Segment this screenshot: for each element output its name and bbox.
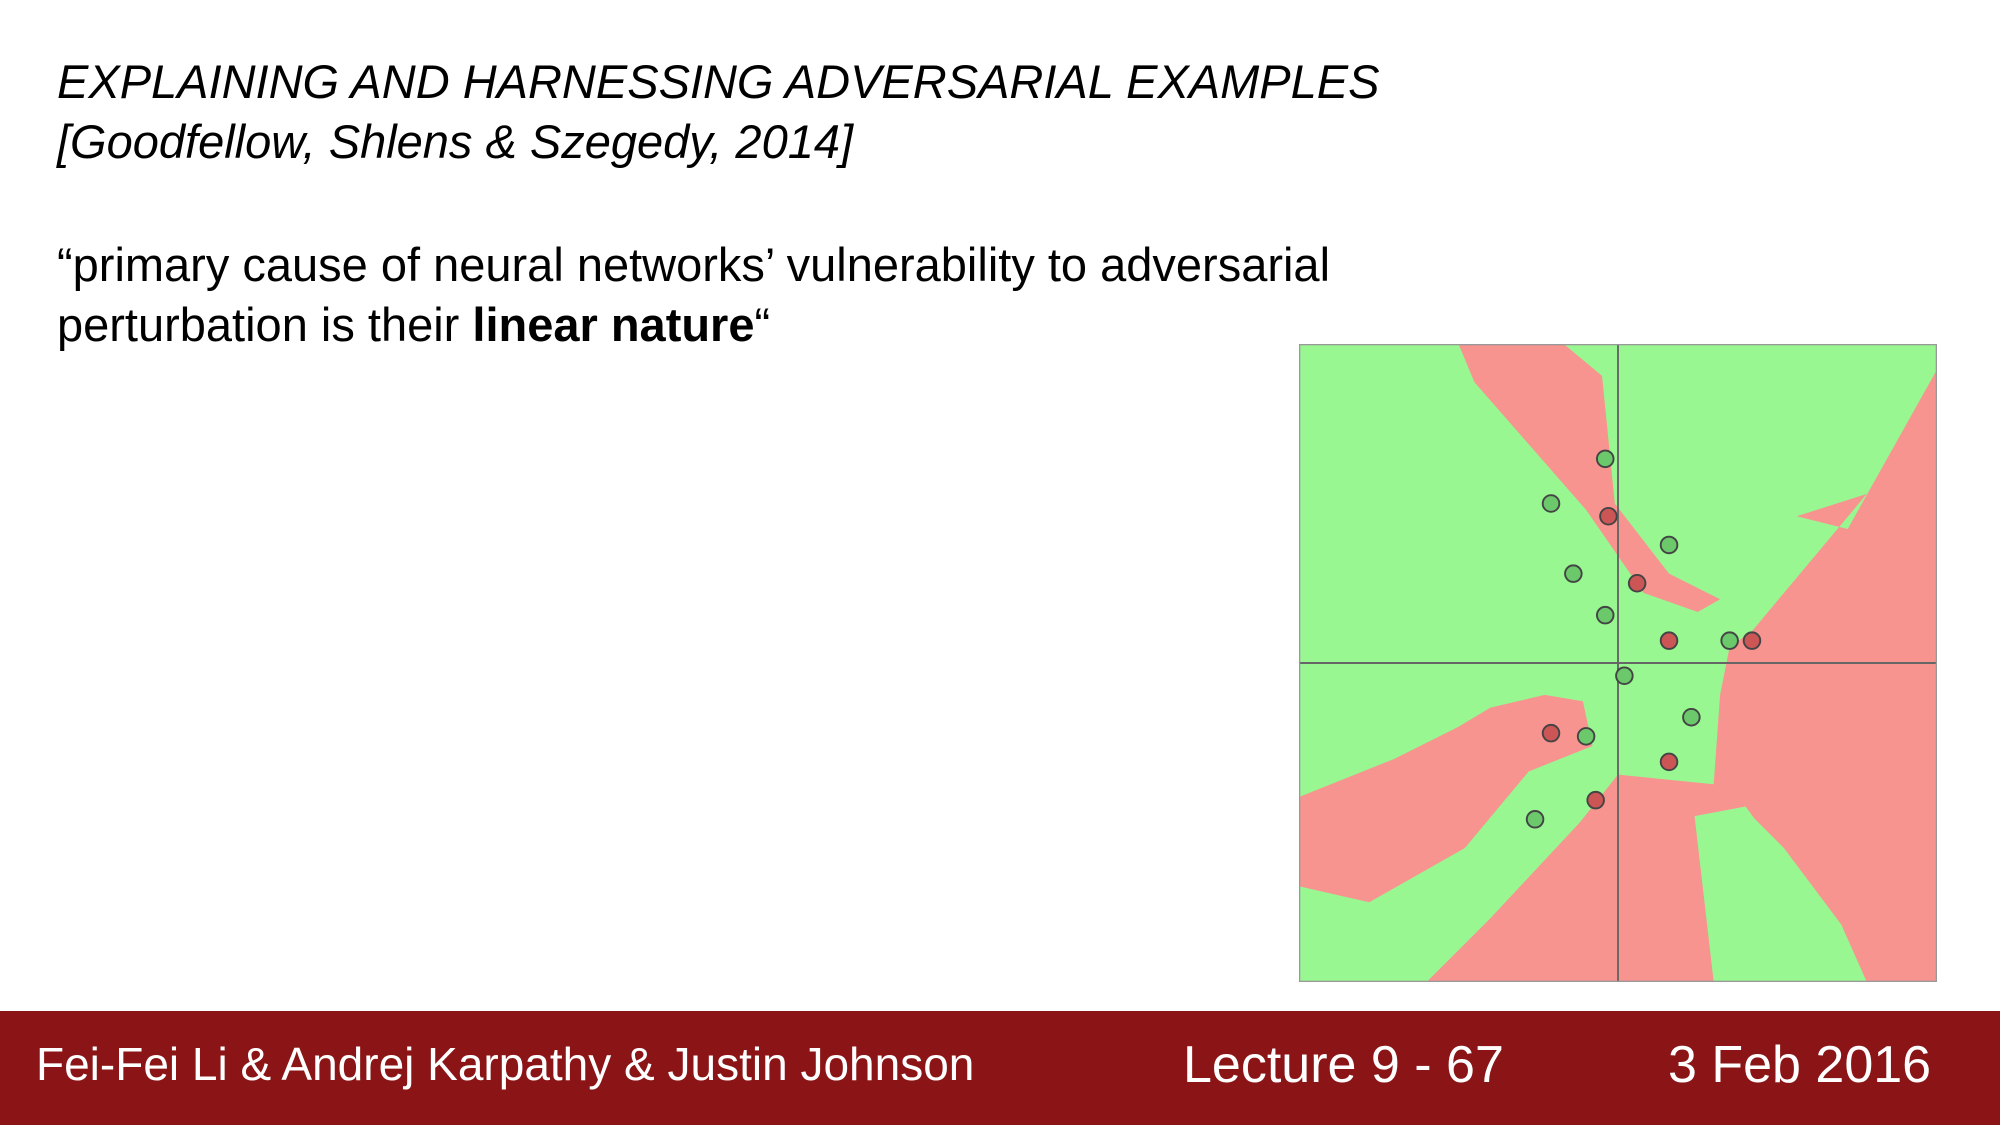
red-point [1586, 790, 1605, 810]
green-point [1659, 535, 1679, 555]
green-region-bottom-right-strip [1745, 809, 1867, 982]
green-point [1541, 494, 1561, 513]
red-region-bottom [1426, 774, 1625, 982]
green-point [1682, 707, 1701, 727]
red-point [1599, 507, 1618, 526]
green-point [1576, 727, 1596, 746]
red-point [1627, 573, 1647, 593]
green-point [1525, 810, 1545, 829]
green-point [1595, 605, 1615, 625]
decision-boundary-figure [1299, 344, 1937, 982]
green-point [1615, 666, 1634, 686]
footer-date: 3 Feb 2016 [1668, 1036, 1932, 1094]
red-region-lower-left [1299, 694, 1593, 903]
green-point [1595, 449, 1615, 469]
footer-lecture: Lecture 9 - 67 [1183, 1036, 1504, 1094]
quote-emphasis: linear nature [472, 298, 755, 351]
green-point [1564, 564, 1583, 583]
red-regions [1299, 344, 1937, 982]
footer: Fei-Fei Li & Andrej Karpathy & Justin Jo… [0, 1011, 2000, 1125]
red-point [1742, 631, 1762, 650]
quote-line-1: “primary cause of neural networks’ vulne… [57, 238, 1331, 291]
quote-line-2: perturbation is their linear nature“ [57, 295, 1330, 355]
quote-close-mark: “ [754, 298, 771, 351]
red-point [1659, 752, 1679, 772]
quote: “primary cause of neural networks’ vulne… [57, 235, 1330, 355]
red-region-top [1458, 344, 1721, 612]
red-point [1659, 631, 1679, 650]
footer-authors: Fei-Fei Li & Andrej Karpathy & Justin Jo… [36, 1038, 975, 1090]
slide-title: EXPLAINING AND HARNESSING ADVERSARIAL EX… [57, 52, 1380, 172]
paper-title: EXPLAINING AND HARNESSING ADVERSARIAL EX… [57, 55, 1380, 108]
points-layer [1525, 449, 1762, 829]
paper-citation: [Goodfellow, Shlens & Szegedy, 2014] [57, 115, 854, 168]
red-region-right [1618, 369, 1937, 982]
quote-line-2-text: perturbation is their [57, 298, 473, 351]
red-point [1541, 723, 1561, 743]
green-point [1720, 631, 1739, 650]
